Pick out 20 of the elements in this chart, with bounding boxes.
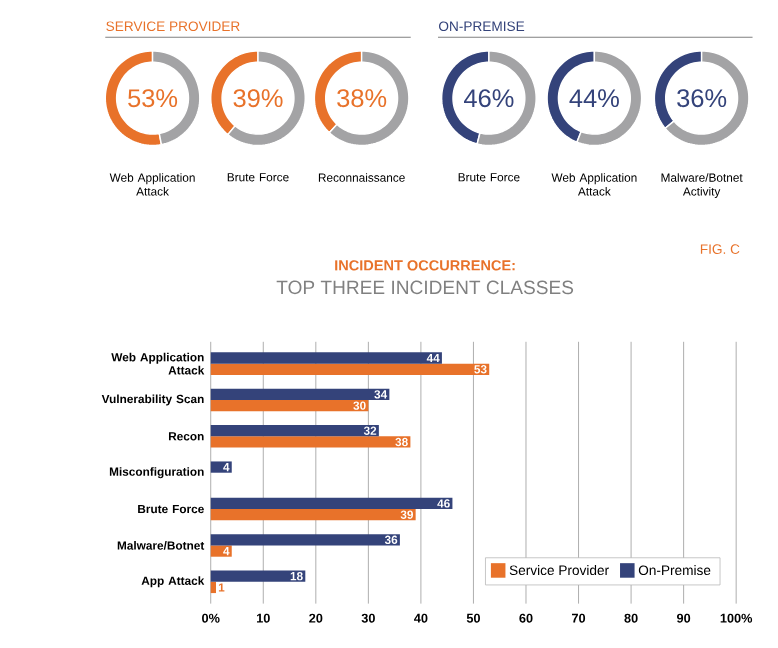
bar bbox=[210, 425, 379, 437]
text: 39% bbox=[233, 89, 283, 108]
bar bbox=[210, 509, 416, 521]
bar bbox=[210, 400, 369, 412]
text: 36% bbox=[677, 89, 727, 108]
text: 44% bbox=[569, 89, 619, 108]
bar bbox=[210, 364, 490, 376]
bar bbox=[210, 570, 306, 583]
bar bbox=[210, 498, 453, 510]
chart-subtitle: TOP THREE INCIDENT CLASSES bbox=[276, 280, 574, 295]
bar bbox=[210, 436, 411, 448]
bar bbox=[210, 545, 232, 558]
text: 53% bbox=[128, 89, 178, 108]
bar bbox=[210, 582, 216, 594]
bar bbox=[210, 461, 232, 474]
text: 46% bbox=[464, 89, 514, 108]
bar bbox=[210, 352, 442, 364]
bar bbox=[210, 534, 400, 546]
bar bbox=[210, 389, 390, 401]
text: 38% bbox=[337, 89, 387, 108]
